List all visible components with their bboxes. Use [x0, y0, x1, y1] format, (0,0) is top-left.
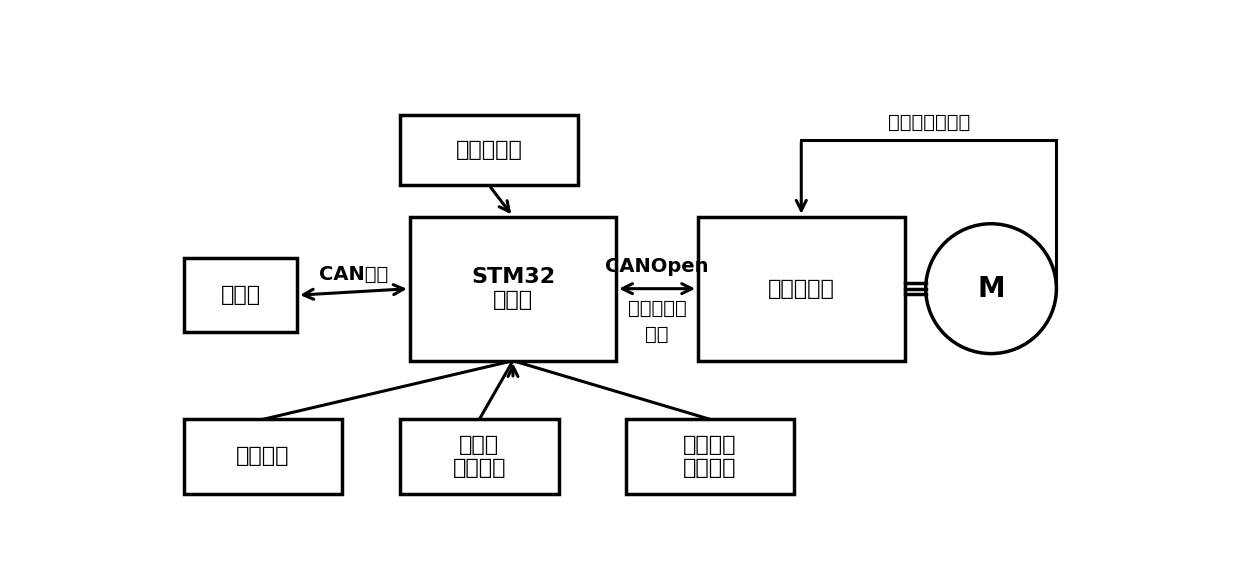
Text: CANOpen: CANOpen	[605, 257, 709, 276]
Text: 电流指令、: 电流指令、	[627, 298, 687, 318]
Text: M: M	[977, 275, 1004, 302]
FancyBboxPatch shape	[184, 258, 298, 332]
Ellipse shape	[926, 223, 1056, 353]
FancyBboxPatch shape	[401, 419, 559, 494]
Text: 壳体温度: 壳体温度	[237, 446, 290, 466]
Text: 编码器转速反馈: 编码器转速反馈	[888, 113, 970, 132]
Text: CAN总线: CAN总线	[319, 265, 388, 284]
Text: 电机驱动器: 电机驱动器	[768, 278, 835, 299]
FancyBboxPatch shape	[698, 216, 904, 361]
FancyBboxPatch shape	[626, 419, 794, 494]
FancyBboxPatch shape	[184, 419, 342, 494]
FancyBboxPatch shape	[409, 216, 616, 361]
Text: 泵出口压力: 泵出口压力	[455, 140, 522, 160]
Text: 泵出口
油液温度: 泵出口 油液温度	[453, 435, 506, 478]
FancyBboxPatch shape	[401, 115, 578, 185]
Text: STM32
主控板: STM32 主控板	[471, 267, 556, 310]
Text: 泵回油口
油液温度: 泵回油口 油液温度	[683, 435, 737, 478]
Text: 上位机: 上位机	[221, 285, 260, 305]
Text: 转速: 转速	[645, 325, 668, 344]
